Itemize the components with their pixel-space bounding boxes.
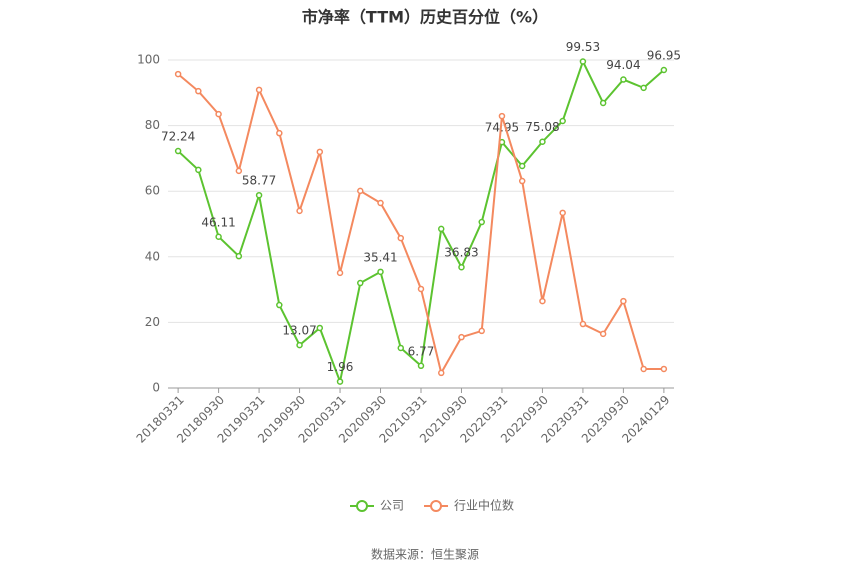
data-point <box>417 362 425 370</box>
data-point <box>559 117 566 125</box>
data-point <box>235 252 243 260</box>
legend-marker <box>356 500 368 512</box>
data-point <box>599 99 607 107</box>
data-label: 6.77 <box>408 344 435 358</box>
data-point <box>478 327 485 335</box>
data-point <box>458 263 465 271</box>
data-point <box>255 191 263 199</box>
data-point <box>296 207 303 215</box>
y-tick-label: 20 <box>145 315 160 329</box>
data-point <box>276 129 283 137</box>
legend-marker <box>430 500 443 512</box>
data-point <box>599 330 607 338</box>
y-tick-label: 80 <box>145 118 160 132</box>
data-label: 99.53 <box>566 40 600 54</box>
data-label: 74.95 <box>485 121 519 135</box>
data-point <box>437 225 445 233</box>
data-point <box>377 268 384 276</box>
data-point <box>336 378 344 385</box>
series-line <box>177 73 664 376</box>
data-point <box>417 285 425 293</box>
data-point <box>620 76 627 83</box>
data-label: 36.83 <box>444 246 478 260</box>
data-point <box>316 324 324 332</box>
data-point <box>640 84 647 92</box>
data-point <box>377 199 384 207</box>
data-point <box>255 86 263 94</box>
data-point <box>539 297 546 305</box>
data-label: 46.11 <box>201 215 235 229</box>
data-point <box>539 138 546 145</box>
source-note: 数据来源：恒生聚源 <box>371 547 479 562</box>
data-point <box>195 166 202 174</box>
data-point <box>518 162 526 170</box>
data-point <box>660 66 668 74</box>
data-point <box>336 269 344 277</box>
data-label: 13.07 <box>282 324 316 338</box>
data-label: 58.77 <box>242 174 276 188</box>
y-tick-label: 40 <box>145 249 160 263</box>
data-point <box>518 177 526 185</box>
data-point <box>620 297 627 305</box>
data-point <box>296 341 303 349</box>
y-tick-label: 60 <box>145 184 160 198</box>
data-point <box>559 209 566 217</box>
data-point <box>498 112 506 120</box>
data-point <box>215 233 222 241</box>
data-label: 75.08 <box>525 120 559 134</box>
data-point <box>660 365 668 373</box>
data-point <box>579 58 587 65</box>
data-point <box>174 147 182 155</box>
data-label: 35.41 <box>363 250 397 264</box>
data-point <box>235 167 243 175</box>
series-line <box>177 58 665 386</box>
data-point <box>437 369 445 377</box>
data-point <box>397 234 405 242</box>
y-tick-label: 0 <box>152 381 160 395</box>
data-point <box>174 70 182 78</box>
data-point <box>215 110 222 118</box>
data-point <box>478 218 485 226</box>
data-point <box>316 148 324 156</box>
data-point <box>579 320 587 328</box>
legend-label: 公司 <box>380 499 404 513</box>
data-point <box>357 187 364 195</box>
data-label: 96.95 <box>647 49 681 63</box>
data-label: 72.24 <box>161 130 195 144</box>
y-tick-label: 100 <box>137 53 160 67</box>
legend-label: 行业中位数 <box>454 498 514 513</box>
data-point <box>458 333 465 341</box>
data-point <box>195 87 202 95</box>
data-point <box>397 344 405 352</box>
data-point <box>276 301 283 309</box>
data-label: 1.96 <box>327 360 354 374</box>
data-point <box>640 365 647 373</box>
chart-title: 市净率（TTM）历史百分位（%） <box>302 8 548 27</box>
data-point <box>357 279 364 287</box>
data-label: 94.04 <box>606 58 640 72</box>
